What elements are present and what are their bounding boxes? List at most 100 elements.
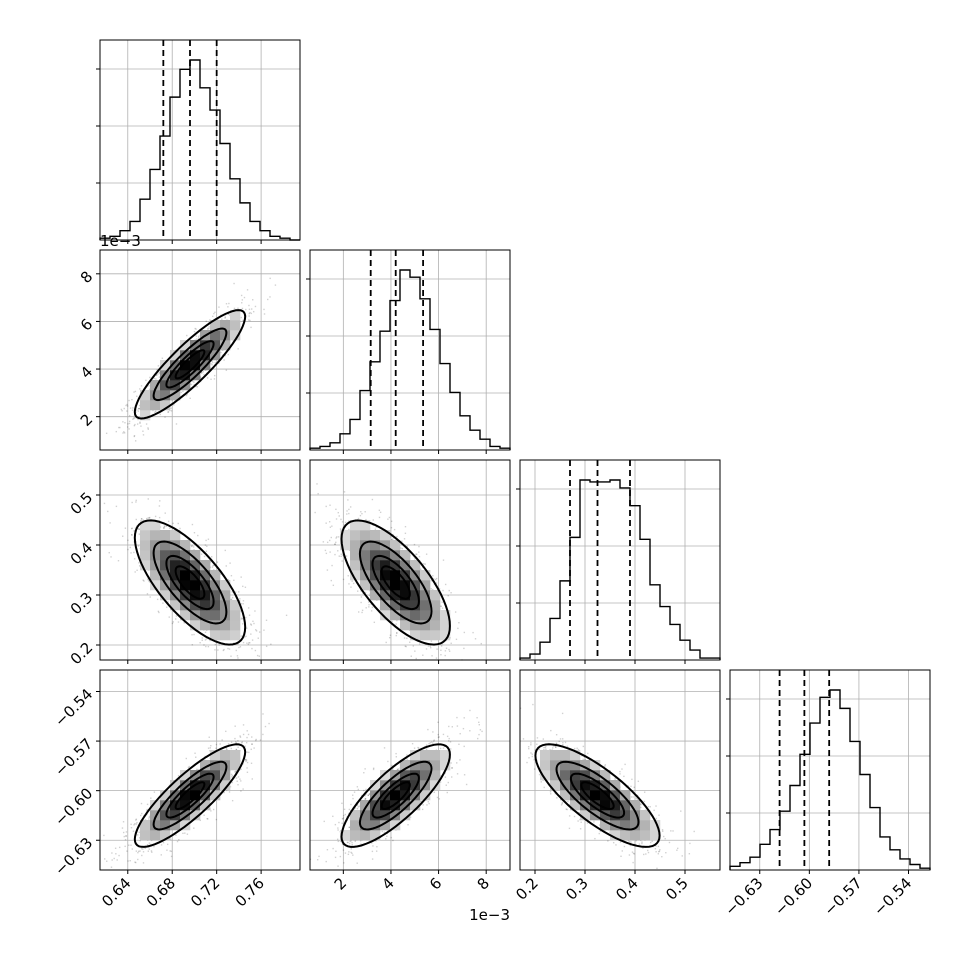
scatter-point [250, 326, 252, 329]
y-tick-label: 0.5 [67, 489, 97, 519]
density-cell [200, 570, 211, 581]
scatter-point [135, 499, 137, 502]
scatter-point [340, 518, 342, 521]
scatter-point [371, 606, 374, 609]
density-cell [360, 550, 371, 561]
scatter-point [236, 655, 239, 657]
scatter-point [256, 654, 259, 657]
scatter-point [252, 310, 255, 313]
scatter-point [158, 516, 161, 519]
scatter-point [105, 432, 108, 435]
scatter-point [195, 328, 197, 330]
density-cell [200, 600, 211, 611]
y-tick-label: 6 [77, 315, 96, 334]
scatter-point [430, 579, 433, 582]
scatter-point [196, 768, 198, 771]
scatter-point [131, 501, 133, 504]
scatter-point [361, 611, 363, 614]
scatter-point [343, 491, 346, 493]
scatter-point [404, 532, 407, 535]
scatter-point [440, 649, 442, 652]
scatter-point [429, 645, 431, 648]
scatter-point [122, 535, 124, 537]
scatter-point [255, 630, 258, 632]
scatter-point [352, 582, 355, 585]
scatter-point [250, 312, 253, 315]
density-cell [410, 560, 421, 571]
scatter-point [134, 527, 137, 529]
scatter-point [155, 378, 157, 380]
density-cell [220, 630, 231, 641]
scatter-point [379, 511, 382, 514]
scatter-point [448, 648, 450, 651]
scatter-point [231, 596, 234, 599]
scatter-point [269, 277, 271, 280]
scatter-point [213, 312, 215, 315]
scatter-point [149, 376, 151, 379]
density-cell [360, 580, 371, 591]
scatter-point [167, 520, 170, 523]
scatter-point [170, 410, 173, 412]
density-cell [390, 540, 401, 551]
density-cell [160, 530, 171, 541]
scatter-point [206, 629, 208, 632]
scatter-point [253, 622, 255, 625]
scatter-point [240, 610, 242, 612]
scatter-point [404, 525, 407, 528]
density-cell [160, 540, 171, 551]
scatter-point [247, 643, 250, 646]
scatter-point [185, 757, 187, 760]
scatter-point [190, 383, 193, 386]
scatter-point [155, 374, 158, 376]
scatter-point [249, 319, 251, 322]
scatter-point [205, 539, 207, 542]
scatter-point [247, 607, 250, 609]
scatter-point [108, 551, 110, 554]
scatter-point [204, 544, 207, 546]
scatter-point [139, 421, 141, 423]
scatter-point [444, 654, 446, 657]
scatter-point [418, 555, 421, 558]
scatter-point [199, 377, 202, 379]
scatter-point [368, 589, 371, 592]
scatter-point [251, 743, 253, 745]
density-cell [200, 620, 211, 631]
scatter-point [178, 778, 181, 781]
scatter-point [248, 312, 250, 315]
scatter-point [463, 647, 465, 650]
scatter-point [248, 642, 250, 644]
scatter-point [344, 521, 347, 524]
scatter-point [123, 431, 125, 433]
scatter-point [115, 505, 118, 508]
density-cell [180, 560, 191, 571]
density-cell [420, 580, 431, 591]
scatter-point [240, 780, 242, 782]
scatter-point [207, 538, 210, 540]
scatter-point [127, 539, 129, 542]
y-tick-label: 8 [77, 267, 96, 286]
density-cell [210, 590, 221, 601]
density-cell [210, 580, 221, 591]
density-cell [180, 340, 191, 351]
scatter-point [207, 645, 210, 648]
density-cell [210, 610, 221, 621]
density-cell [430, 600, 441, 611]
density-cell [190, 550, 201, 561]
density-cell [160, 390, 171, 401]
scatter-point [211, 566, 214, 568]
density-cell [340, 540, 351, 551]
scatter-point [392, 538, 394, 540]
scatter-point [257, 637, 259, 639]
scatter-point [221, 318, 223, 320]
scatter-point [231, 591, 233, 593]
scatter-point [236, 643, 239, 645]
contour-1.5 [165, 340, 215, 389]
scatter-point [123, 432, 126, 434]
scatter-point [137, 418, 139, 421]
density-cell [160, 550, 171, 561]
density-cell [210, 620, 221, 631]
scatter-point [201, 372, 203, 374]
scatter-point [241, 307, 244, 310]
scatter-point [198, 337, 200, 339]
